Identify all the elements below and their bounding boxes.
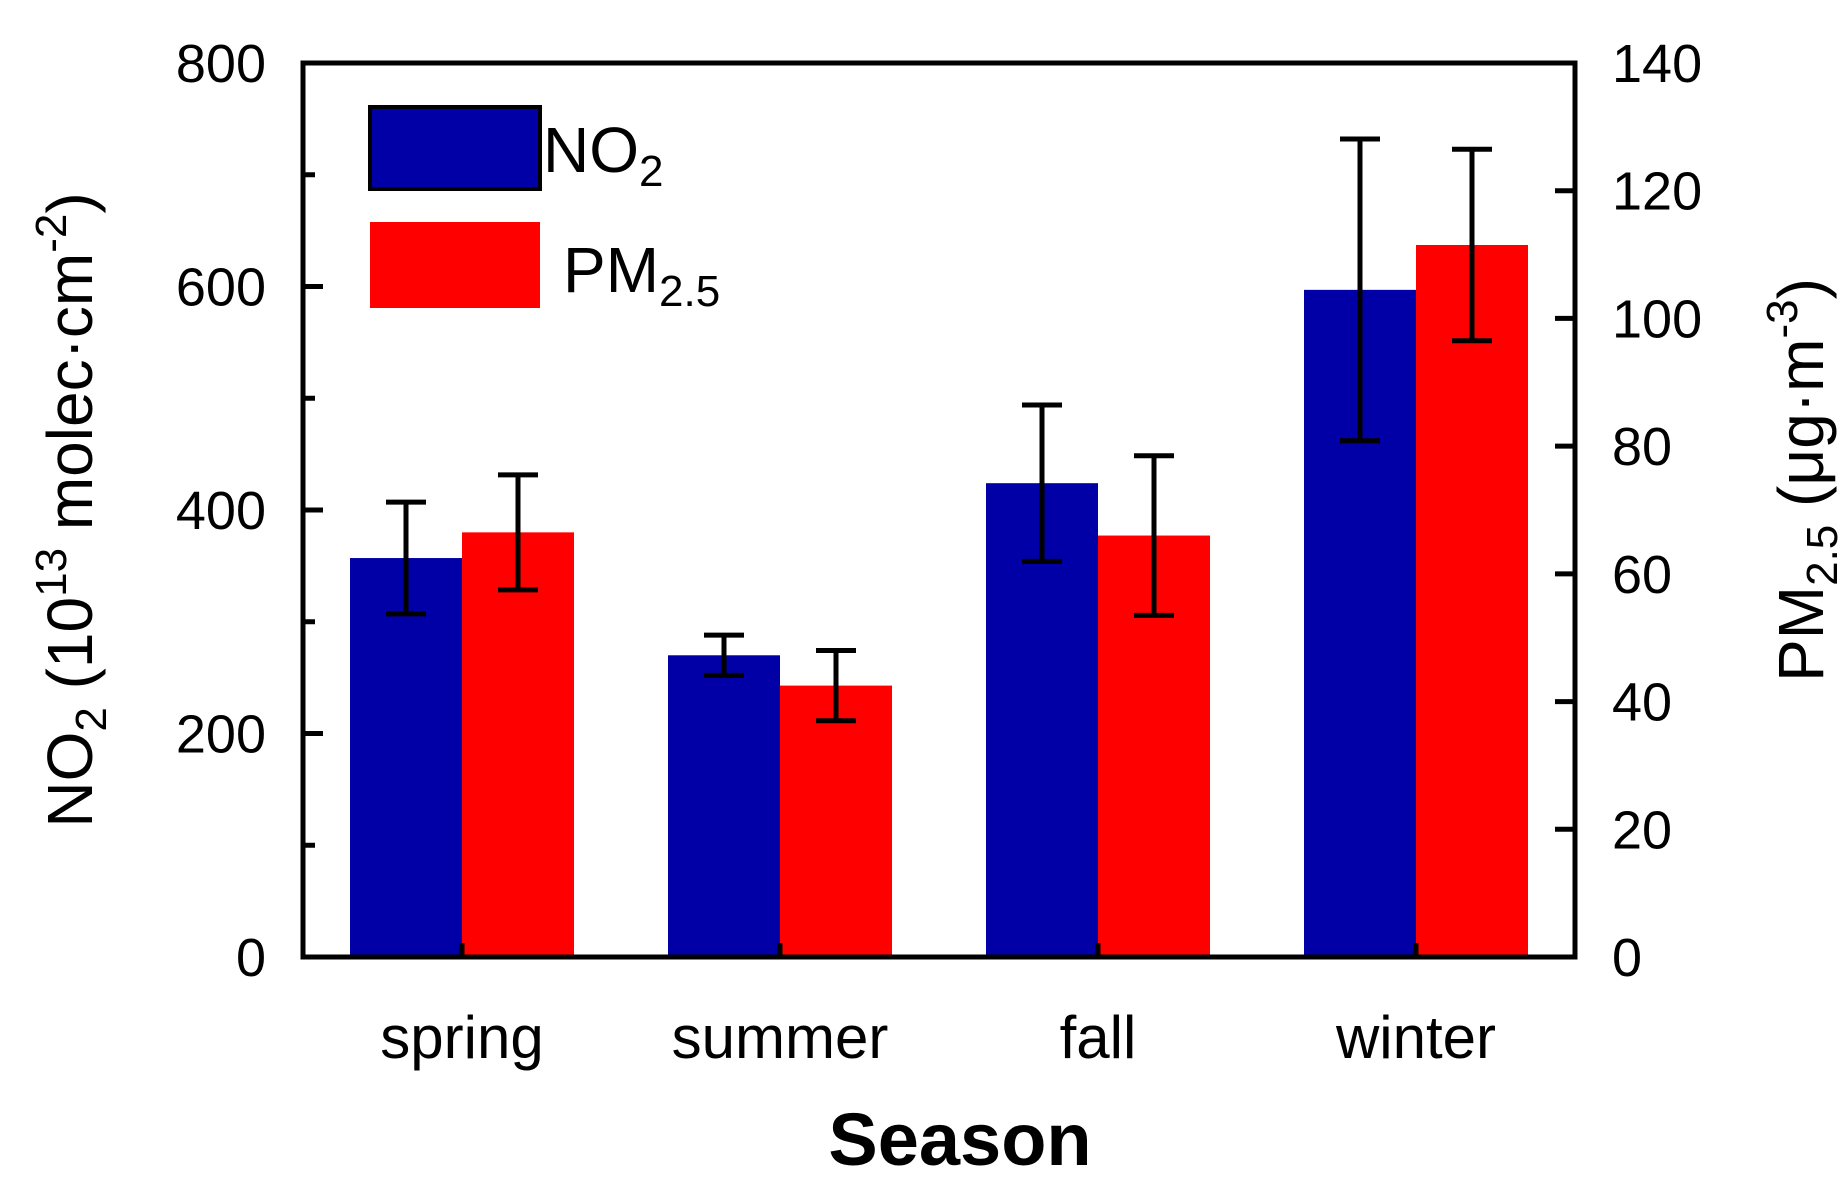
legend-swatch-no2 [368,105,542,191]
error-bar-no2-winter [1340,136,1380,444]
error-bar-pm25-summer [816,647,856,724]
x-tick-label-summer: summer [672,1004,889,1071]
x-axis-title: Season [828,1098,1091,1181]
y-right-tick-label-120: 120 [1612,162,1702,222]
y-right-tick-label-0: 0 [1612,928,1642,988]
y-left-tick-label-600: 600 [176,258,266,318]
y-right-tick-label-80: 80 [1612,417,1672,477]
bar-pm25-winter [1416,244,1528,957]
y-right-tick-label-40: 40 [1612,673,1672,733]
x-tick-label-fall: fall [1060,1004,1137,1071]
error-bar-no2-summer [704,632,744,678]
legend-label-pm25: PM2.5 [563,234,720,316]
bar-no2-summer [668,655,780,957]
y-left-axis-title: NO2 (1013 molec·cm-2) [27,192,116,827]
tick-labels-layer: spring summer fall winter 0 200 400 600 800 0 20 40… [176,34,1702,1071]
error-bars-layer [386,136,1492,724]
error-bar-pm25-fall [1134,453,1174,618]
y-right-tick-label-100: 100 [1612,289,1702,349]
error-bar-pm25-winter [1452,146,1492,344]
error-bar-pm25-spring [498,472,538,593]
legend-swatch-pm25 [370,222,540,308]
y-right-axis-title: PM2.5 (μg·m-3) [1758,278,1847,682]
legend: NO2 PM2.5 [368,105,720,316]
y-left-tick-label-400: 400 [176,481,266,541]
bar-no2-spring [350,558,462,957]
x-tick-label-winter: winter [1335,1004,1496,1071]
y-left-tick-label-0: 0 [236,928,266,988]
bars-layer [350,244,1528,957]
error-bar-no2-spring [386,499,426,617]
bar-pm25-spring [462,532,574,957]
legend-label-no2: NO2 [543,114,663,196]
y-left-tick-label-200: 200 [176,705,266,765]
x-tick-label-spring: spring [380,1004,543,1071]
y-left-tick-label-800: 800 [176,34,266,94]
y-right-tick-label-20: 20 [1612,800,1672,860]
error-bar-no2-fall [1022,402,1062,564]
bar-pm25-summer [780,685,892,957]
y-right-tick-label-140: 140 [1612,34,1702,94]
ticks-layer [303,60,1575,960]
y-right-tick-label-60: 60 [1612,545,1672,605]
